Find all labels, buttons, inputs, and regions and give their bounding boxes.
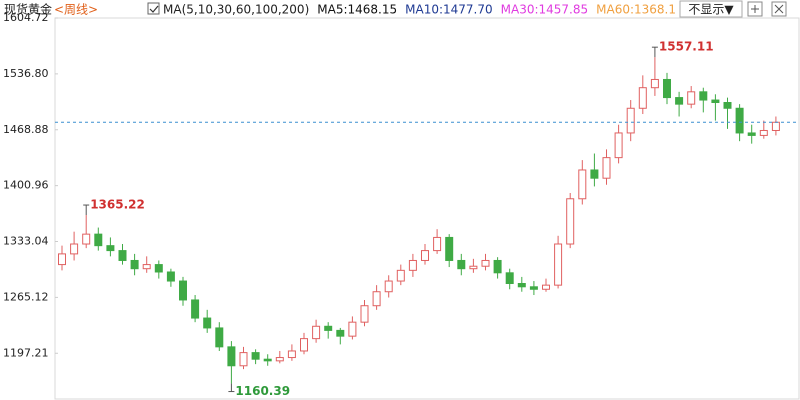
annotation-label: 1365.22 <box>90 198 145 212</box>
legend-entry: MA60:1368.1 <box>596 3 676 17</box>
plot-frame <box>54 17 800 400</box>
candle-body <box>759 129 768 136</box>
annotation-label: 1160.39 <box>235 384 290 398</box>
y-tick-label: 1197.21 <box>3 346 49 359</box>
candle-body <box>142 264 151 270</box>
candle-body <box>590 169 599 179</box>
check-mark <box>149 5 159 13</box>
candle-body <box>348 321 357 337</box>
candle-body <box>58 253 66 266</box>
candle-body <box>421 250 429 261</box>
legend-entry: MA30:1457.85 <box>501 3 589 17</box>
y-tick-label: 1333.04 <box>3 235 49 248</box>
candle-body <box>614 132 623 159</box>
candle-body <box>457 259 466 270</box>
hide-button[interactable] <box>679 0 743 18</box>
candle-body <box>771 121 780 131</box>
candle-body <box>336 329 345 337</box>
chart-title: 现货黄金 <box>4 2 52 17</box>
y-tick-label: 1400.96 <box>3 179 49 192</box>
candle-body <box>70 243 79 255</box>
candle-body <box>203 317 212 329</box>
candle-body <box>166 271 175 282</box>
candle-body <box>505 272 514 285</box>
legend-entry: MA10:1477.70 <box>405 3 493 17</box>
legend-entry: MA5:1468.15 <box>317 3 397 17</box>
candle-body <box>396 269 405 282</box>
legend-title: MA(5,10,30,60,100,200) <box>163 3 309 17</box>
candle-body <box>275 357 284 362</box>
candle-body <box>578 169 587 200</box>
candle-body <box>263 358 272 362</box>
candle-body <box>638 87 647 109</box>
candle-body <box>433 236 442 252</box>
candle-body <box>118 250 127 261</box>
candle-body <box>154 264 163 273</box>
candle-body <box>287 350 296 359</box>
candle-body <box>191 299 200 319</box>
candle-body <box>179 280 187 301</box>
candle-body <box>481 259 490 267</box>
candle-body <box>699 91 708 101</box>
candle-body <box>130 259 139 270</box>
candle-body <box>566 198 575 245</box>
candle-body <box>626 107 635 134</box>
candle-body <box>251 352 260 360</box>
annotation-label: 1557.11 <box>659 40 714 54</box>
candle-body <box>747 132 756 136</box>
candle-body <box>408 259 417 271</box>
candle-body <box>542 284 550 290</box>
button-label[interactable]: 不显示▼ <box>688 3 734 17</box>
candle-body <box>735 107 744 134</box>
candle-body <box>300 338 308 352</box>
candle-body <box>675 97 684 105</box>
candle-body <box>384 280 393 293</box>
chart-subtitle: <周线> <box>54 3 98 17</box>
candle-body <box>360 305 369 323</box>
x-glyph <box>774 4 784 14</box>
candle-body <box>529 286 538 290</box>
candle-body <box>215 327 224 348</box>
candle-body <box>687 91 696 105</box>
candle-body <box>517 283 526 288</box>
candle-body <box>106 245 115 252</box>
candle-body <box>82 233 91 245</box>
candle-body <box>723 102 732 109</box>
candle-body <box>239 352 248 367</box>
candle-body <box>445 236 454 261</box>
candle-body <box>711 99 720 104</box>
candle-body <box>227 346 236 367</box>
candle-body <box>493 259 502 274</box>
y-tick-label: 1468.88 <box>3 123 49 136</box>
plus-glyph <box>751 5 759 13</box>
y-tick-label: 1265.12 <box>3 290 49 303</box>
candle-body <box>312 325 321 340</box>
checkbox-icon[interactable] <box>147 2 160 15</box>
candle-body <box>663 78 671 99</box>
candle-body <box>324 325 333 331</box>
candle-body <box>469 265 478 270</box>
candle-body <box>650 78 659 89</box>
candle-body <box>602 157 611 179</box>
y-tick-label: 1536.80 <box>3 67 49 80</box>
y-tick-label: 1604.72 <box>3 11 49 24</box>
candle-body <box>372 291 381 307</box>
candle-body <box>94 233 103 247</box>
candle-body <box>554 243 563 286</box>
